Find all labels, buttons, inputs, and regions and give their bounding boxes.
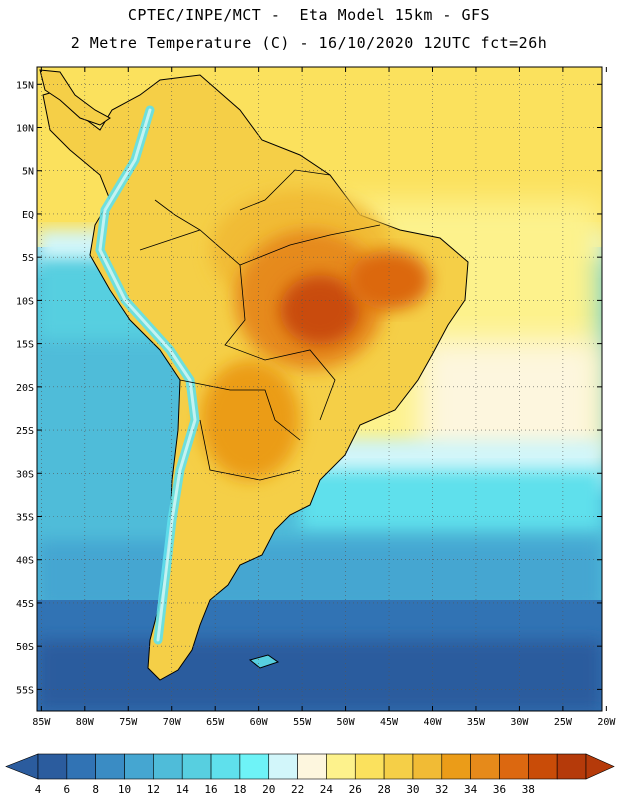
colorbar-segment [441, 753, 471, 780]
lat-label: 35S [16, 513, 34, 524]
colorbar-segment [153, 753, 183, 780]
lat-lon-grid [37, 67, 602, 711]
colorbar-label: 24 [320, 783, 334, 796]
lat-label: 15S [16, 340, 34, 351]
colorbar-label: 18 [233, 783, 246, 796]
colorbar-label: 4 [35, 783, 42, 796]
colorbar-label: 28 [377, 783, 390, 796]
colorbar-label: 22 [291, 783, 304, 796]
longitude-axis: 85W 80W 75W 70W 65W 60W 55W 50W 45W 40W 35W 30W 25W 2… [32, 67, 616, 728]
colorbar-segment [66, 753, 96, 780]
lat-label: 55S [16, 685, 34, 696]
map-frame [36, 66, 603, 712]
lat-label: EQ [22, 210, 34, 221]
lon-label: 75W [119, 717, 138, 728]
colorbar-label: 12 [147, 783, 160, 796]
lon-label: 35W [467, 717, 486, 728]
colorbar-segment [239, 753, 270, 780]
colorbar-segment [124, 753, 154, 780]
colorbar-label: 36 [493, 783, 506, 796]
lon-label: 30W [510, 717, 529, 728]
colorbar-segment [383, 753, 414, 780]
lon-label: 65W [206, 717, 225, 728]
title-line-2: 2 Metre Temperature (C) - 16/10/2020 12U… [70, 34, 548, 52]
colorbar-label: 34 [464, 783, 478, 796]
lat-label: 15N [16, 80, 34, 91]
title-line-1: CPTEC/INPE/MCT - Eta Model 15km - GFS [127, 6, 491, 24]
colorbar-segment [37, 753, 68, 780]
lat-label: 5N [22, 167, 34, 178]
colorbar-label: 30 [406, 783, 419, 796]
lat-label: 45S [16, 599, 34, 610]
colorbar-segment [470, 753, 500, 780]
colorbar-segment [95, 753, 125, 780]
lon-label: 25W [554, 717, 573, 728]
colorbar-segment [499, 753, 529, 780]
temperature-field [37, 67, 602, 711]
lon-label: 60W [250, 717, 269, 728]
colorbar-segment [210, 753, 241, 780]
colorbar-arrow-left [5, 753, 39, 780]
colorbar: 4 6 8 10 12 14 16 18 20 22 24 26 28 30 32 34 36 38 [5, 753, 615, 796]
lat-label: 10S [16, 296, 34, 307]
colorbar-label: 6 [64, 783, 71, 796]
lon-label: 45W [380, 717, 399, 728]
lon-label: 80W [76, 717, 95, 728]
lon-label: 55W [293, 717, 312, 728]
colorbar-label: 26 [349, 783, 362, 796]
colorbar-segment [528, 753, 558, 780]
colorbar-label: 20 [262, 783, 275, 796]
colorbar-label: 10 [118, 783, 131, 796]
colorbar-label: 8 [92, 783, 99, 796]
lat-label: 5S [22, 253, 34, 264]
colorbar-segment [412, 753, 443, 780]
lat-label: 50S [16, 642, 34, 653]
lat-label: 30S [16, 469, 34, 480]
lat-label: 10N [16, 124, 34, 135]
latitude-axis: 15N 10N 5N EQ 5S 10S 15S 20S 25S 30S 35S 40S 45S 50S 5… [16, 80, 602, 696]
colorbar-segment [268, 753, 298, 780]
lon-label: 70W [163, 717, 182, 728]
lon-label: 50W [337, 717, 356, 728]
colorbar-segment [297, 753, 327, 780]
colorbar-label: 14 [176, 783, 190, 796]
lat-label: 25S [16, 426, 34, 437]
colorbar-label: 32 [435, 783, 448, 796]
colorbar-segment [556, 753, 587, 780]
colorbar-segment [326, 753, 356, 780]
lat-label: 40S [16, 556, 34, 567]
colorbar-label: 38 [522, 783, 535, 796]
lat-label: 20S [16, 383, 34, 394]
colorbar-segment [354, 753, 385, 780]
colorbar-arrow-right [585, 753, 615, 780]
lon-label: 40W [423, 717, 442, 728]
colorbar-segment [181, 753, 212, 780]
lon-label: 20W [597, 717, 616, 728]
lon-label: 85W [32, 717, 51, 728]
colorbar-label: 16 [204, 783, 217, 796]
